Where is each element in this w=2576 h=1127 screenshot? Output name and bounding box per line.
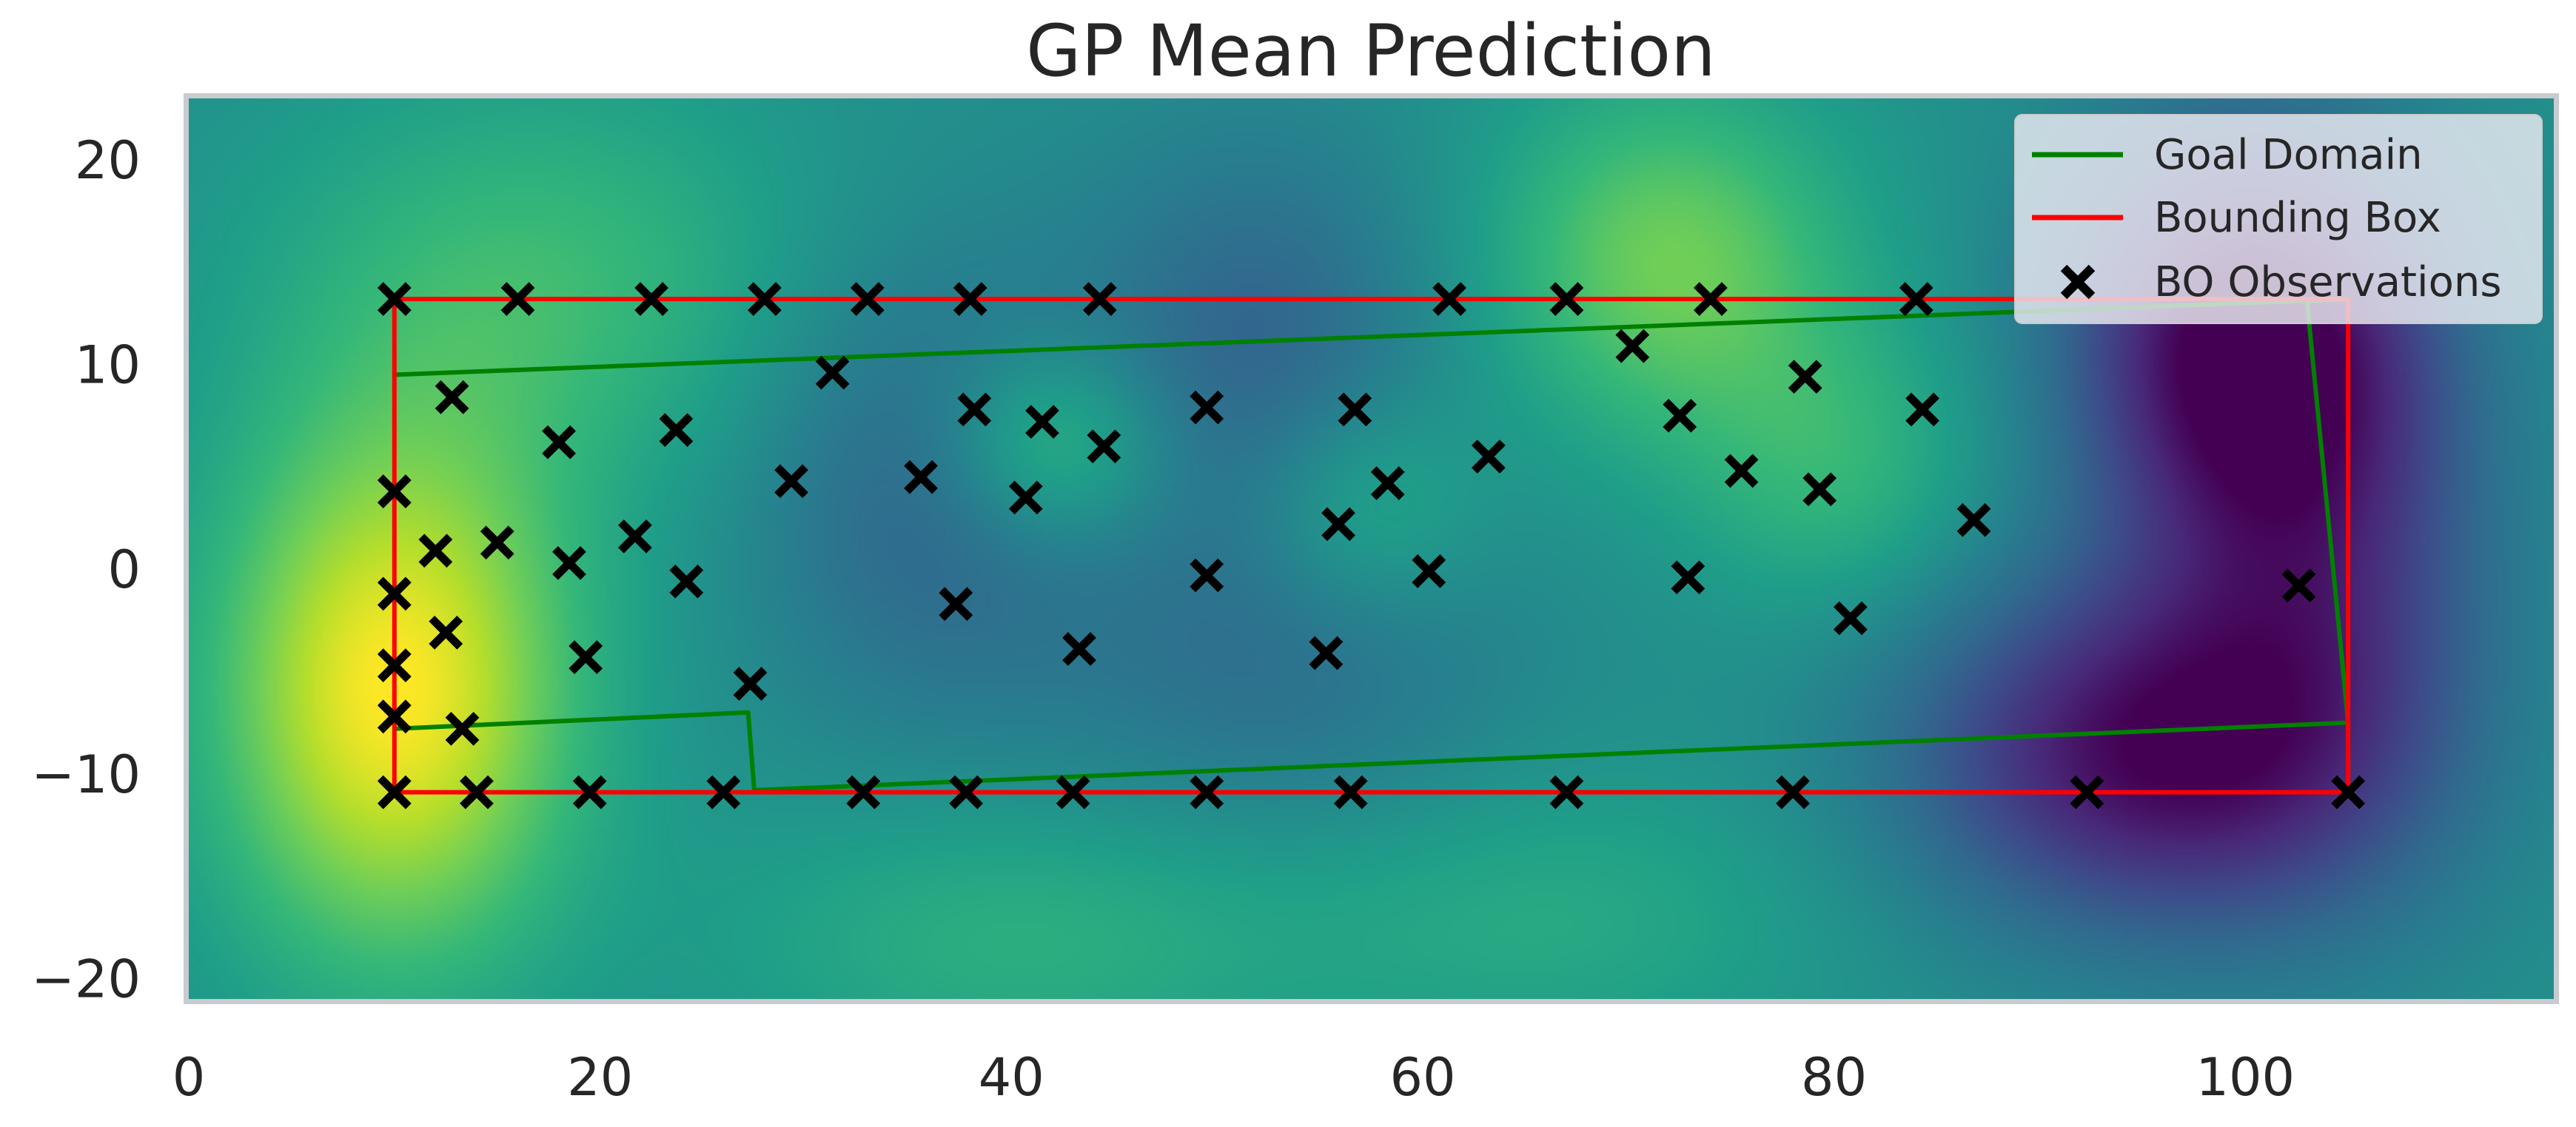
observation-marker bbox=[1062, 632, 1096, 666]
chart-title: GP Mean Prediction bbox=[1026, 10, 1716, 92]
x-tick-label: 60 bbox=[1389, 1047, 1455, 1108]
observation-marker bbox=[1802, 472, 1837, 507]
observation-marker bbox=[377, 474, 412, 508]
observation-marker bbox=[1776, 775, 1810, 810]
observation-marker bbox=[552, 545, 586, 580]
observation-marker bbox=[1549, 775, 1584, 810]
observation-marker bbox=[1663, 398, 1697, 433]
observation-marker bbox=[949, 775, 984, 810]
observation-marker bbox=[748, 282, 782, 316]
observation-marker bbox=[706, 775, 741, 810]
observation-marker bbox=[2281, 568, 2316, 603]
y-tick-label: −20 bbox=[31, 949, 141, 1009]
observation-marker bbox=[480, 525, 514, 560]
observation-marker bbox=[850, 282, 885, 316]
observation-marker bbox=[1056, 775, 1090, 810]
observation-marker bbox=[2331, 775, 2366, 810]
observation-marker bbox=[669, 564, 704, 599]
observation-marker bbox=[435, 380, 469, 414]
observation-marker bbox=[1333, 775, 1368, 810]
observation-marker bbox=[377, 775, 412, 810]
y-axis-ticks: −20 −10 0 10 20 bbox=[31, 130, 141, 1009]
observation-marker bbox=[1190, 558, 1224, 593]
observation-marker bbox=[1338, 392, 1372, 427]
observation-marker bbox=[1432, 282, 1466, 316]
x-tick-label: 20 bbox=[567, 1047, 633, 1108]
legend-bo-observations-label: BO Observations bbox=[2154, 258, 2502, 306]
observation-marker bbox=[953, 282, 987, 316]
observation-marker bbox=[1471, 440, 1506, 474]
observation-marker bbox=[634, 282, 668, 316]
y-tick-label: 0 bbox=[107, 539, 141, 600]
y-tick-label: −10 bbox=[31, 744, 141, 805]
observation-marker bbox=[1724, 454, 1759, 488]
observation-marker bbox=[1321, 507, 1355, 542]
observation-marker bbox=[1087, 429, 1121, 464]
observation-marker bbox=[1025, 405, 1059, 439]
y-tick-label: 10 bbox=[75, 335, 141, 396]
observation-marker bbox=[659, 413, 694, 447]
observation-marker bbox=[1370, 466, 1405, 500]
observation-marker bbox=[418, 534, 453, 568]
observation-marker bbox=[377, 699, 412, 734]
observation-marker bbox=[1905, 392, 1939, 427]
observation-marker bbox=[617, 519, 652, 554]
observation-marker bbox=[957, 392, 992, 427]
observation-marker bbox=[1833, 601, 1868, 636]
observation-marker bbox=[1788, 360, 1822, 394]
observation-marker bbox=[1899, 282, 1933, 316]
observation-marker bbox=[460, 775, 494, 810]
observation-marker bbox=[542, 425, 576, 460]
observation-marker bbox=[1190, 390, 1224, 425]
observation-marker bbox=[904, 460, 938, 494]
observation-marker bbox=[500, 282, 535, 316]
observation-marker bbox=[2070, 775, 2104, 810]
observation-marker bbox=[1082, 282, 1117, 316]
observation-marker bbox=[774, 464, 808, 499]
observation-marker bbox=[572, 775, 607, 810]
x-axis-ticks: 0 20 40 60 80 100 bbox=[172, 1047, 2295, 1108]
observation-marker bbox=[1615, 329, 1650, 363]
x-tick-label: 100 bbox=[2196, 1047, 2295, 1108]
observation-marker bbox=[1671, 560, 1705, 595]
observation-marker bbox=[1008, 480, 1043, 515]
observation-marker bbox=[846, 775, 881, 810]
x-tick-label: 80 bbox=[1801, 1047, 1867, 1108]
legend-goal-domain-label: Goal Domain bbox=[2154, 131, 2423, 179]
observation-marker bbox=[1309, 636, 1344, 670]
observation-marker bbox=[568, 640, 603, 674]
legend-bounding-box-label: Bounding Box bbox=[2154, 194, 2441, 242]
legend-bo-observations-swatch bbox=[2060, 264, 2096, 300]
observation-marker bbox=[377, 648, 412, 683]
observation-marker bbox=[1549, 282, 1584, 316]
legend-box bbox=[2014, 114, 2543, 324]
observation-markers bbox=[377, 282, 2366, 810]
observation-marker bbox=[429, 616, 463, 650]
observation-marker bbox=[939, 587, 973, 622]
observation-marker bbox=[1694, 282, 1728, 316]
x-tick-label: 40 bbox=[979, 1047, 1044, 1108]
observation-marker bbox=[377, 282, 412, 316]
observation-marker bbox=[377, 576, 412, 611]
y-tick-label: 20 bbox=[75, 130, 141, 191]
observation-marker bbox=[1956, 502, 1991, 537]
observation-marker bbox=[1412, 554, 1446, 588]
x-tick-label: 0 bbox=[172, 1047, 206, 1108]
observation-marker bbox=[733, 667, 768, 701]
observation-marker bbox=[1190, 775, 1224, 810]
observation-marker bbox=[815, 355, 850, 390]
observation-marker bbox=[445, 712, 480, 746]
legend: Goal Domain Bounding Box BO Observations bbox=[2014, 114, 2543, 324]
